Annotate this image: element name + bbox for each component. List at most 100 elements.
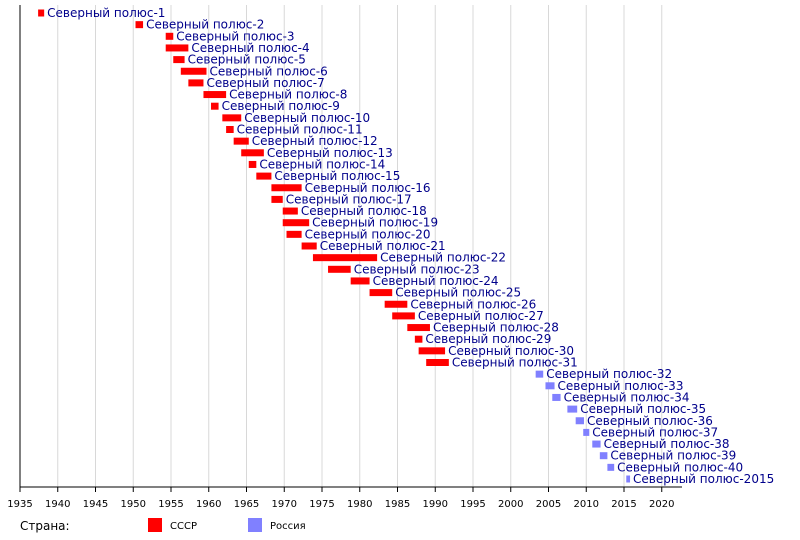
x-tick-label: 2015 [611,499,636,510]
station-label: Северный полюс-40 [617,460,743,474]
x-tick-label: 2005 [536,499,561,510]
station-bar [173,56,185,64]
station-bar [535,370,544,378]
grid-lines [57,5,663,487]
x-tick-label: 1955 [158,499,183,510]
station-label: Северный полюс-34 [564,390,690,404]
legend-title: Страна: [20,519,70,533]
station-label: Северный полюс-14 [259,157,385,171]
x-tick-label: 1940 [45,499,70,510]
station-bar [286,230,302,238]
x-tick-label: 1960 [196,499,221,510]
station-bar [38,9,45,17]
station-bar [607,463,615,471]
station-bar [545,382,555,390]
station-label: Северный полюс-8 [229,88,347,102]
station-bar [407,324,430,332]
x-tick-label: 1970 [272,499,297,510]
station-label: Северный полюс-5 [188,53,306,67]
station-label: Северный полюс-21 [320,239,446,253]
station-bar [256,172,272,180]
station-label: Северный полюс-13 [267,146,393,160]
station-label: Северный полюс-17 [286,192,412,206]
station-label: Северный полюс-32 [546,367,672,381]
station-label: Северный полюс-9 [222,99,340,113]
station-label: Северный полюс-29 [425,332,551,346]
station-label: Северный полюс-18 [301,204,427,218]
station-label: Северный полюс-7 [206,76,324,90]
station-bar [552,393,561,401]
station-bar [165,32,174,40]
station-bar [233,137,249,145]
station-bar [241,149,264,157]
station-label: Северный полюс-3 [176,29,294,43]
station-bar [282,207,298,215]
station-label: Северный полюс-20 [305,227,431,241]
x-tick-label: 1980 [347,499,372,510]
station-bar [282,219,310,227]
station-bar [599,452,608,460]
station-label: Северный полюс-2 [146,18,264,32]
station-label: Северный полюс-25 [395,286,521,300]
station-bar [165,44,189,52]
station-label: Северный полюс-35 [580,402,706,416]
station-label: Северный полюс-1 [47,6,165,20]
legend-swatch [148,518,162,532]
station-label: Северный полюс-12 [252,134,378,148]
station-bar [211,102,219,110]
station-bar [271,184,302,192]
station-label: Северный полюс-4 [191,41,309,55]
station-label: Северный полюс-6 [209,64,327,78]
x-tick-label: 2000 [498,499,523,510]
station-bar [592,440,601,448]
station-label: Северный полюс-11 [237,123,363,137]
station-bar [392,312,415,320]
legend: Страна: СССР Россия [20,518,306,533]
x-tick-label: 2010 [574,499,599,510]
station-label: Северный полюс-27 [418,309,544,323]
x-tick-label: 1990 [423,499,448,510]
station-label: Северный полюс-15 [274,169,400,183]
station-bar [567,405,578,413]
legend-label: СССР [170,521,197,532]
station-bar [135,21,144,29]
x-axis: 1935 1940 1945 1950 1955 1960 1965 1970 1975 1980… [7,5,682,510]
station-bar [180,67,207,75]
legend-label: Россия [270,521,306,532]
station-bar [418,347,446,355]
station-label: Северный полюс-10 [244,111,370,125]
station-bar [426,359,449,366]
x-tick-label: 1935 [7,499,32,510]
station-label: Северный полюс-2015 [633,472,774,486]
station-bar [203,91,227,99]
station-bar [414,335,423,343]
station-bar [369,289,393,297]
x-tick-label: 2020 [649,499,674,510]
station-label: Северный полюс-23 [354,262,480,276]
station-bar [626,475,631,483]
station-label: Северный полюс-24 [373,274,499,288]
x-tick-label: 1945 [83,499,108,510]
station-bar [222,114,242,122]
station-label: Северный полюс-26 [410,297,536,311]
station-label: Северный полюс-22 [380,251,506,265]
station-label: Северный полюс-33 [558,379,684,393]
station-bar [583,428,590,436]
station-bar [188,79,204,87]
station-label: Северный полюс-37 [592,425,718,439]
legend-swatch [248,518,262,532]
station-bar [226,126,234,133]
x-tick-label: 1985 [385,499,410,510]
station-label: Северный полюс-31 [452,356,578,370]
station-bar [328,265,351,273]
station-bar [384,300,408,308]
station-label: Северный полюс-38 [604,437,730,451]
station-bar [575,417,584,425]
x-tick-label: 1995 [460,499,485,510]
station-label: Северный полюс-36 [587,414,713,428]
x-tick-label: 1975 [309,499,334,510]
station-bar [248,160,257,168]
station-bar [312,254,378,262]
station-label: Северный полюс-30 [448,344,574,358]
